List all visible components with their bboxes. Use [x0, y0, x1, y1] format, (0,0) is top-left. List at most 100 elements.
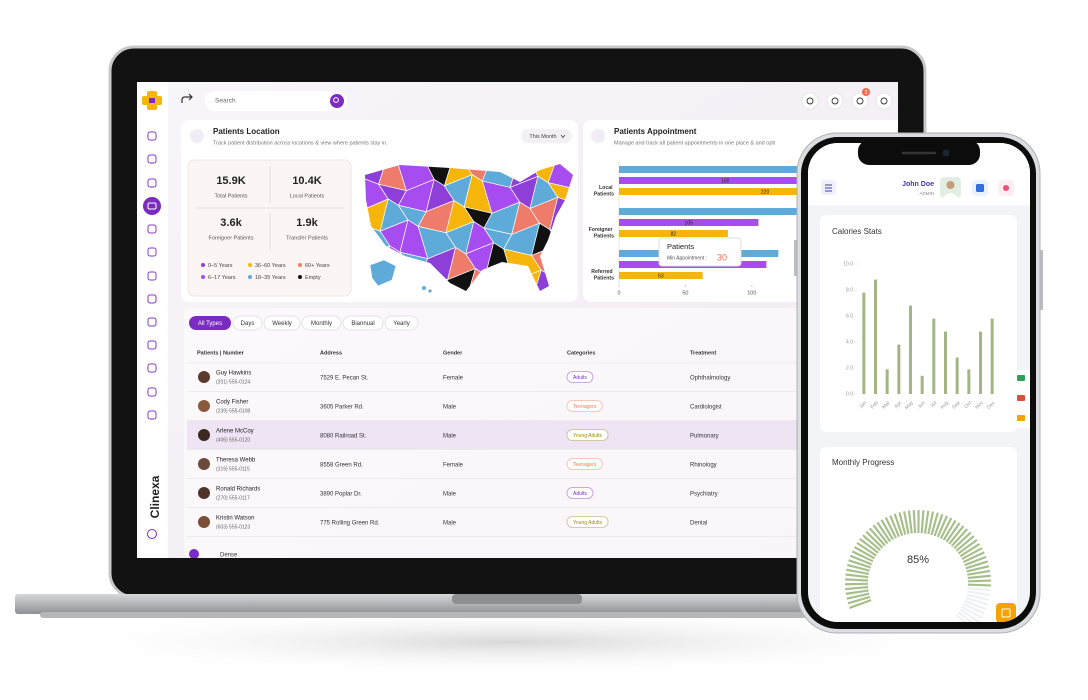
- gauge-tick: [948, 525, 965, 545]
- help-icon[interactable]: [147, 529, 157, 539]
- gender: Male: [443, 434, 457, 440]
- nav-icon[interactable]: [147, 387, 157, 397]
- topbar-icon[interactable]: [801, 92, 819, 110]
- tab[interactable]: [384, 315, 419, 331]
- address: 3890 Poplar Dr.: [320, 492, 362, 498]
- address: 8558 Green Rd.: [320, 463, 363, 469]
- gauge-tick: [898, 512, 907, 535]
- laptop-screen: Search 2 Clinexa Patients Location Track pa…: [137, 82, 898, 559]
- gauge-tick: [848, 559, 871, 569]
- bar: [944, 331, 947, 394]
- column-header: Gender: [443, 350, 463, 356]
- menu-button[interactable]: [821, 180, 836, 195]
- card-icon: [591, 129, 605, 143]
- nav-icon[interactable]: [147, 340, 157, 350]
- tab[interactable]: [263, 315, 301, 331]
- back-icon[interactable]: [181, 93, 193, 103]
- tab[interactable]: [342, 315, 384, 331]
- address: 7529 E. Pecan St.: [320, 376, 369, 382]
- avatar: [198, 400, 210, 412]
- legend-label: 60+ Years: [305, 263, 330, 269]
- patient-name: Theresa Webb: [216, 458, 256, 464]
- laptop-notch: [452, 594, 582, 604]
- topbar: Search 2: [181, 88, 893, 111]
- gauge-tick: [953, 531, 972, 550]
- gauge-tick: [967, 574, 991, 580]
- y-tick-label: 6.0: [846, 313, 853, 319]
- category-pill: [566, 487, 594, 499]
- topbar-icon[interactable]: [875, 92, 893, 110]
- gauge-tick: [930, 512, 939, 536]
- floating-glyph: [1001, 608, 1011, 618]
- topbar-icon[interactable]: [826, 92, 844, 110]
- nav-icon[interactable]: [147, 178, 157, 188]
- legend-dot: [298, 263, 302, 267]
- side-tab-icon[interactable]: [1017, 375, 1025, 381]
- side-tab-icon[interactable]: [1017, 415, 1025, 421]
- bar: [932, 318, 936, 394]
- phone-screen: John Doe ADMIN Calories Stats 0.0 2.0 4.0 6.0 8…: [808, 143, 1030, 623]
- bar: [979, 331, 982, 394]
- nav-icon[interactable]: [147, 410, 157, 420]
- patient-phone: (270) 555-0117: [216, 495, 250, 501]
- tab-label: Weekly: [272, 321, 292, 327]
- gauge-tick: [851, 550, 874, 563]
- tab[interactable]: [189, 316, 231, 330]
- topbar-icon[interactable]: [851, 92, 869, 110]
- category-label: Adults: [573, 375, 587, 381]
- header-glyph: [976, 184, 984, 192]
- gauge-tick: [884, 517, 897, 539]
- search-box[interactable]: [205, 91, 347, 111]
- nav-icon[interactable]: [147, 224, 157, 234]
- gauge-tick: [942, 519, 957, 541]
- tooltip-value: 30: [717, 252, 727, 262]
- nav-item-active[interactable]: [143, 197, 161, 215]
- patient-name: Dense: [220, 553, 238, 559]
- card-title: Patients Location: [213, 127, 280, 136]
- x-tick-label: Dec: [986, 400, 997, 411]
- user-avatar-head: [946, 181, 955, 189]
- category-pill: [566, 516, 609, 528]
- data-label: 160: [721, 178, 730, 184]
- nav-icon[interactable]: [147, 317, 157, 327]
- gauge-tick: [846, 563, 870, 572]
- category-label: Teenagers: [573, 404, 597, 410]
- nav-icon[interactable]: [147, 247, 157, 257]
- nav-icon[interactable]: [147, 271, 157, 281]
- bar: [619, 166, 872, 173]
- nav-icon[interactable]: [147, 131, 157, 141]
- data-label: 105: [685, 220, 694, 226]
- gauge-tick: [920, 510, 925, 534]
- patient-phone: (239) 555-0108: [216, 408, 250, 414]
- nav-icon[interactable]: [147, 363, 157, 373]
- gender: Male: [443, 492, 457, 498]
- gauge-tick: [959, 542, 981, 558]
- category-label: Local Patients: [594, 185, 614, 198]
- gauge-tick: [853, 546, 876, 560]
- tab-label: Biannual: [351, 321, 374, 327]
- side-tab-icon[interactable]: [1017, 395, 1025, 401]
- y-tick-label: 4.0: [846, 339, 853, 345]
- legend-dot: [248, 275, 252, 279]
- nav-icon[interactable]: [147, 294, 157, 304]
- card-title: Calories Stats: [832, 227, 882, 236]
- nav-icon[interactable]: [147, 154, 157, 164]
- bar: [874, 279, 877, 394]
- gauge-tick: [927, 511, 935, 535]
- card-icon: [190, 129, 204, 143]
- stat-value: 15.9K: [216, 175, 245, 187]
- tab[interactable]: [232, 315, 263, 331]
- map-region: [422, 286, 426, 290]
- avatar: [198, 371, 210, 383]
- map-region: [428, 289, 432, 293]
- filter-button[interactable]: [521, 129, 572, 143]
- gauge-tick: [923, 510, 930, 534]
- treatment: Ophthalmology: [690, 376, 730, 382]
- category-label: Foreigner Patients: [589, 227, 614, 240]
- gender: Female: [443, 463, 464, 469]
- search-button[interactable]: [330, 94, 344, 108]
- tab[interactable]: [301, 315, 342, 331]
- floating-button[interactable]: [996, 603, 1016, 623]
- tab-label: Monthly: [311, 321, 332, 327]
- x-tick-label: May: [904, 400, 915, 411]
